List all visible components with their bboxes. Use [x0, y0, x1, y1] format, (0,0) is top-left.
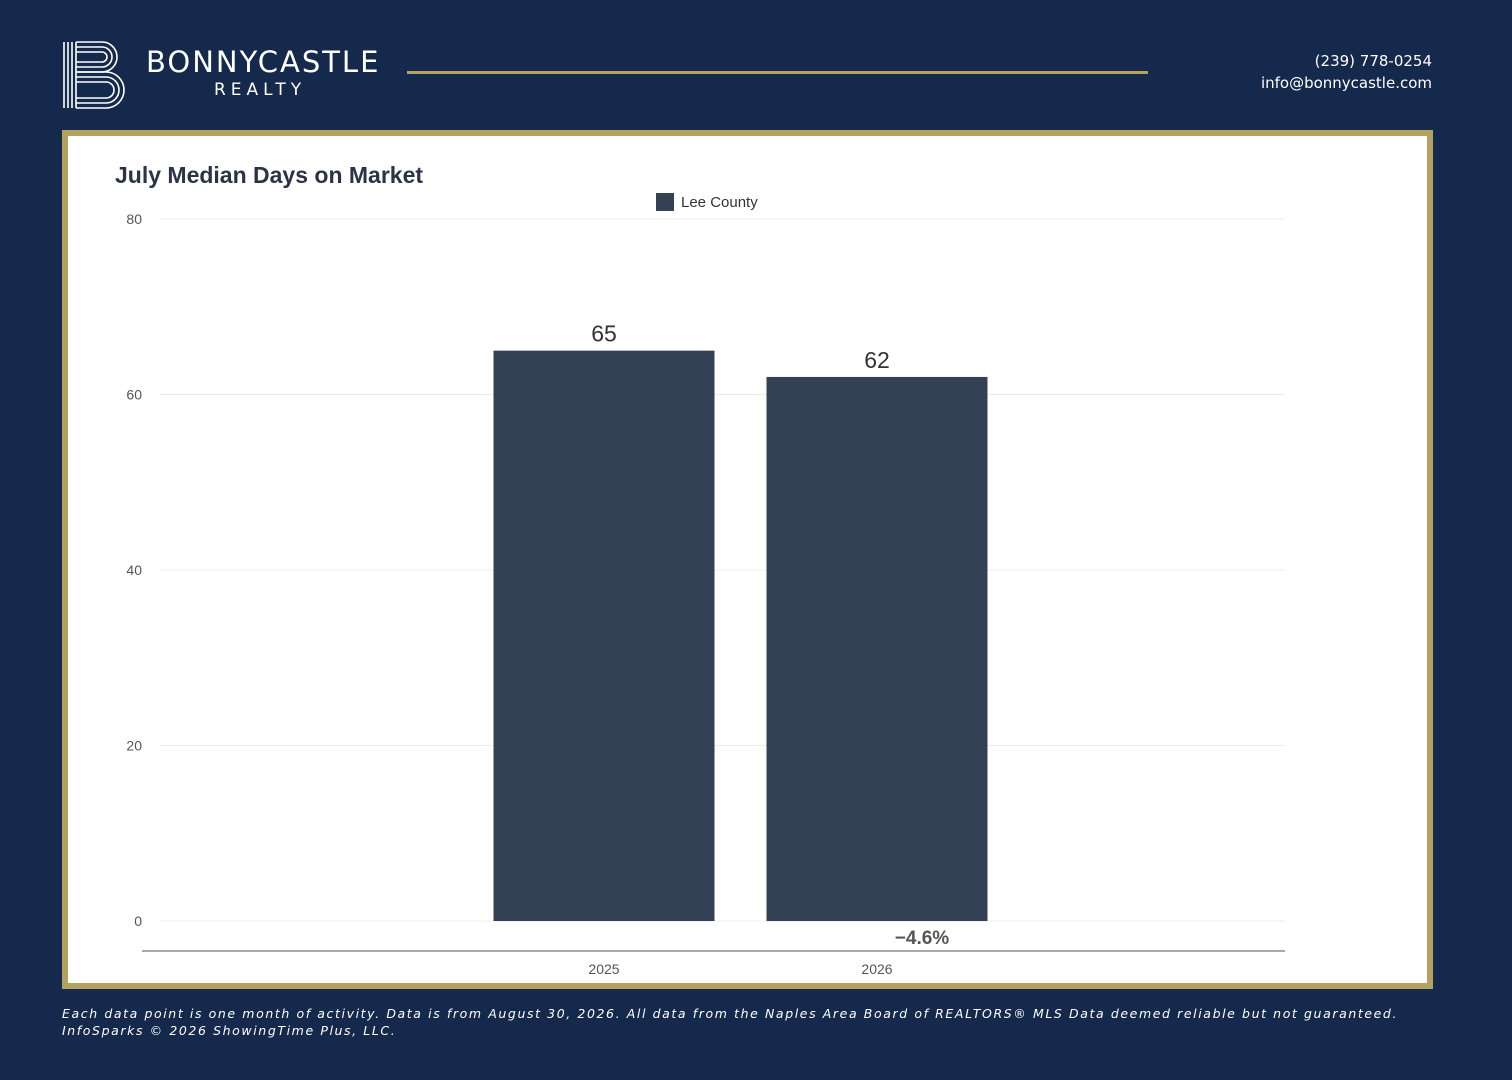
chart-title: July Median Days on Market — [115, 162, 423, 188]
x-axis: 2025 2026 — [588, 961, 892, 977]
y-tick-label: 60 — [126, 387, 142, 403]
y-tick-label: 0 — [134, 913, 142, 929]
header-divider — [407, 71, 1148, 74]
legend: Lee County — [656, 193, 758, 211]
chart-panel: July Median Days on Market Lee County 0 2… — [62, 130, 1433, 989]
y-tick-label: 20 — [126, 738, 142, 754]
bonnycastle-logo-icon — [63, 41, 125, 109]
legend-label: Lee County — [681, 194, 758, 211]
legend-swatch — [656, 193, 674, 211]
bar-chart: July Median Days on Market Lee County 0 2… — [115, 162, 1285, 977]
percent-change-label: −4.6% — [895, 928, 950, 949]
bars — [493, 350, 988, 921]
data-label-2025: 65 — [591, 321, 617, 347]
bar-2026 — [766, 376, 988, 921]
brand-name: BONNYCASTLE — [146, 45, 381, 79]
phone-number[interactable]: (239) 778-0254 — [1314, 52, 1432, 70]
page-header: BONNYCASTLE REALTY (239) 778-0254 info@b… — [0, 0, 1512, 130]
brand-subtitle: REALTY — [214, 80, 307, 100]
x-tick-label: 2026 — [861, 961, 892, 977]
contact-info: (239) 778-0254 info@bonnycastle.com — [1261, 50, 1432, 94]
gridlines — [160, 218, 1285, 922]
footer-disclaimer: Each data point is one month of activity… — [62, 1005, 1452, 1039]
footer-line-1: Each data point is one month of activity… — [62, 1006, 1399, 1021]
footer-line-2: InfoSparks © 2026 ShowingTime Plus, LLC. — [62, 1023, 397, 1038]
data-labels: 65 62 — [591, 321, 890, 373]
y-tick-label: 80 — [126, 211, 142, 227]
bar-2025 — [493, 350, 715, 921]
email-address[interactable]: info@bonnycastle.com — [1260, 74, 1432, 92]
y-tick-label: 40 — [126, 562, 142, 578]
data-label-2026: 62 — [864, 347, 890, 373]
x-tick-label: 2025 — [588, 961, 619, 977]
y-axis: 0 20 40 60 80 — [126, 211, 142, 929]
